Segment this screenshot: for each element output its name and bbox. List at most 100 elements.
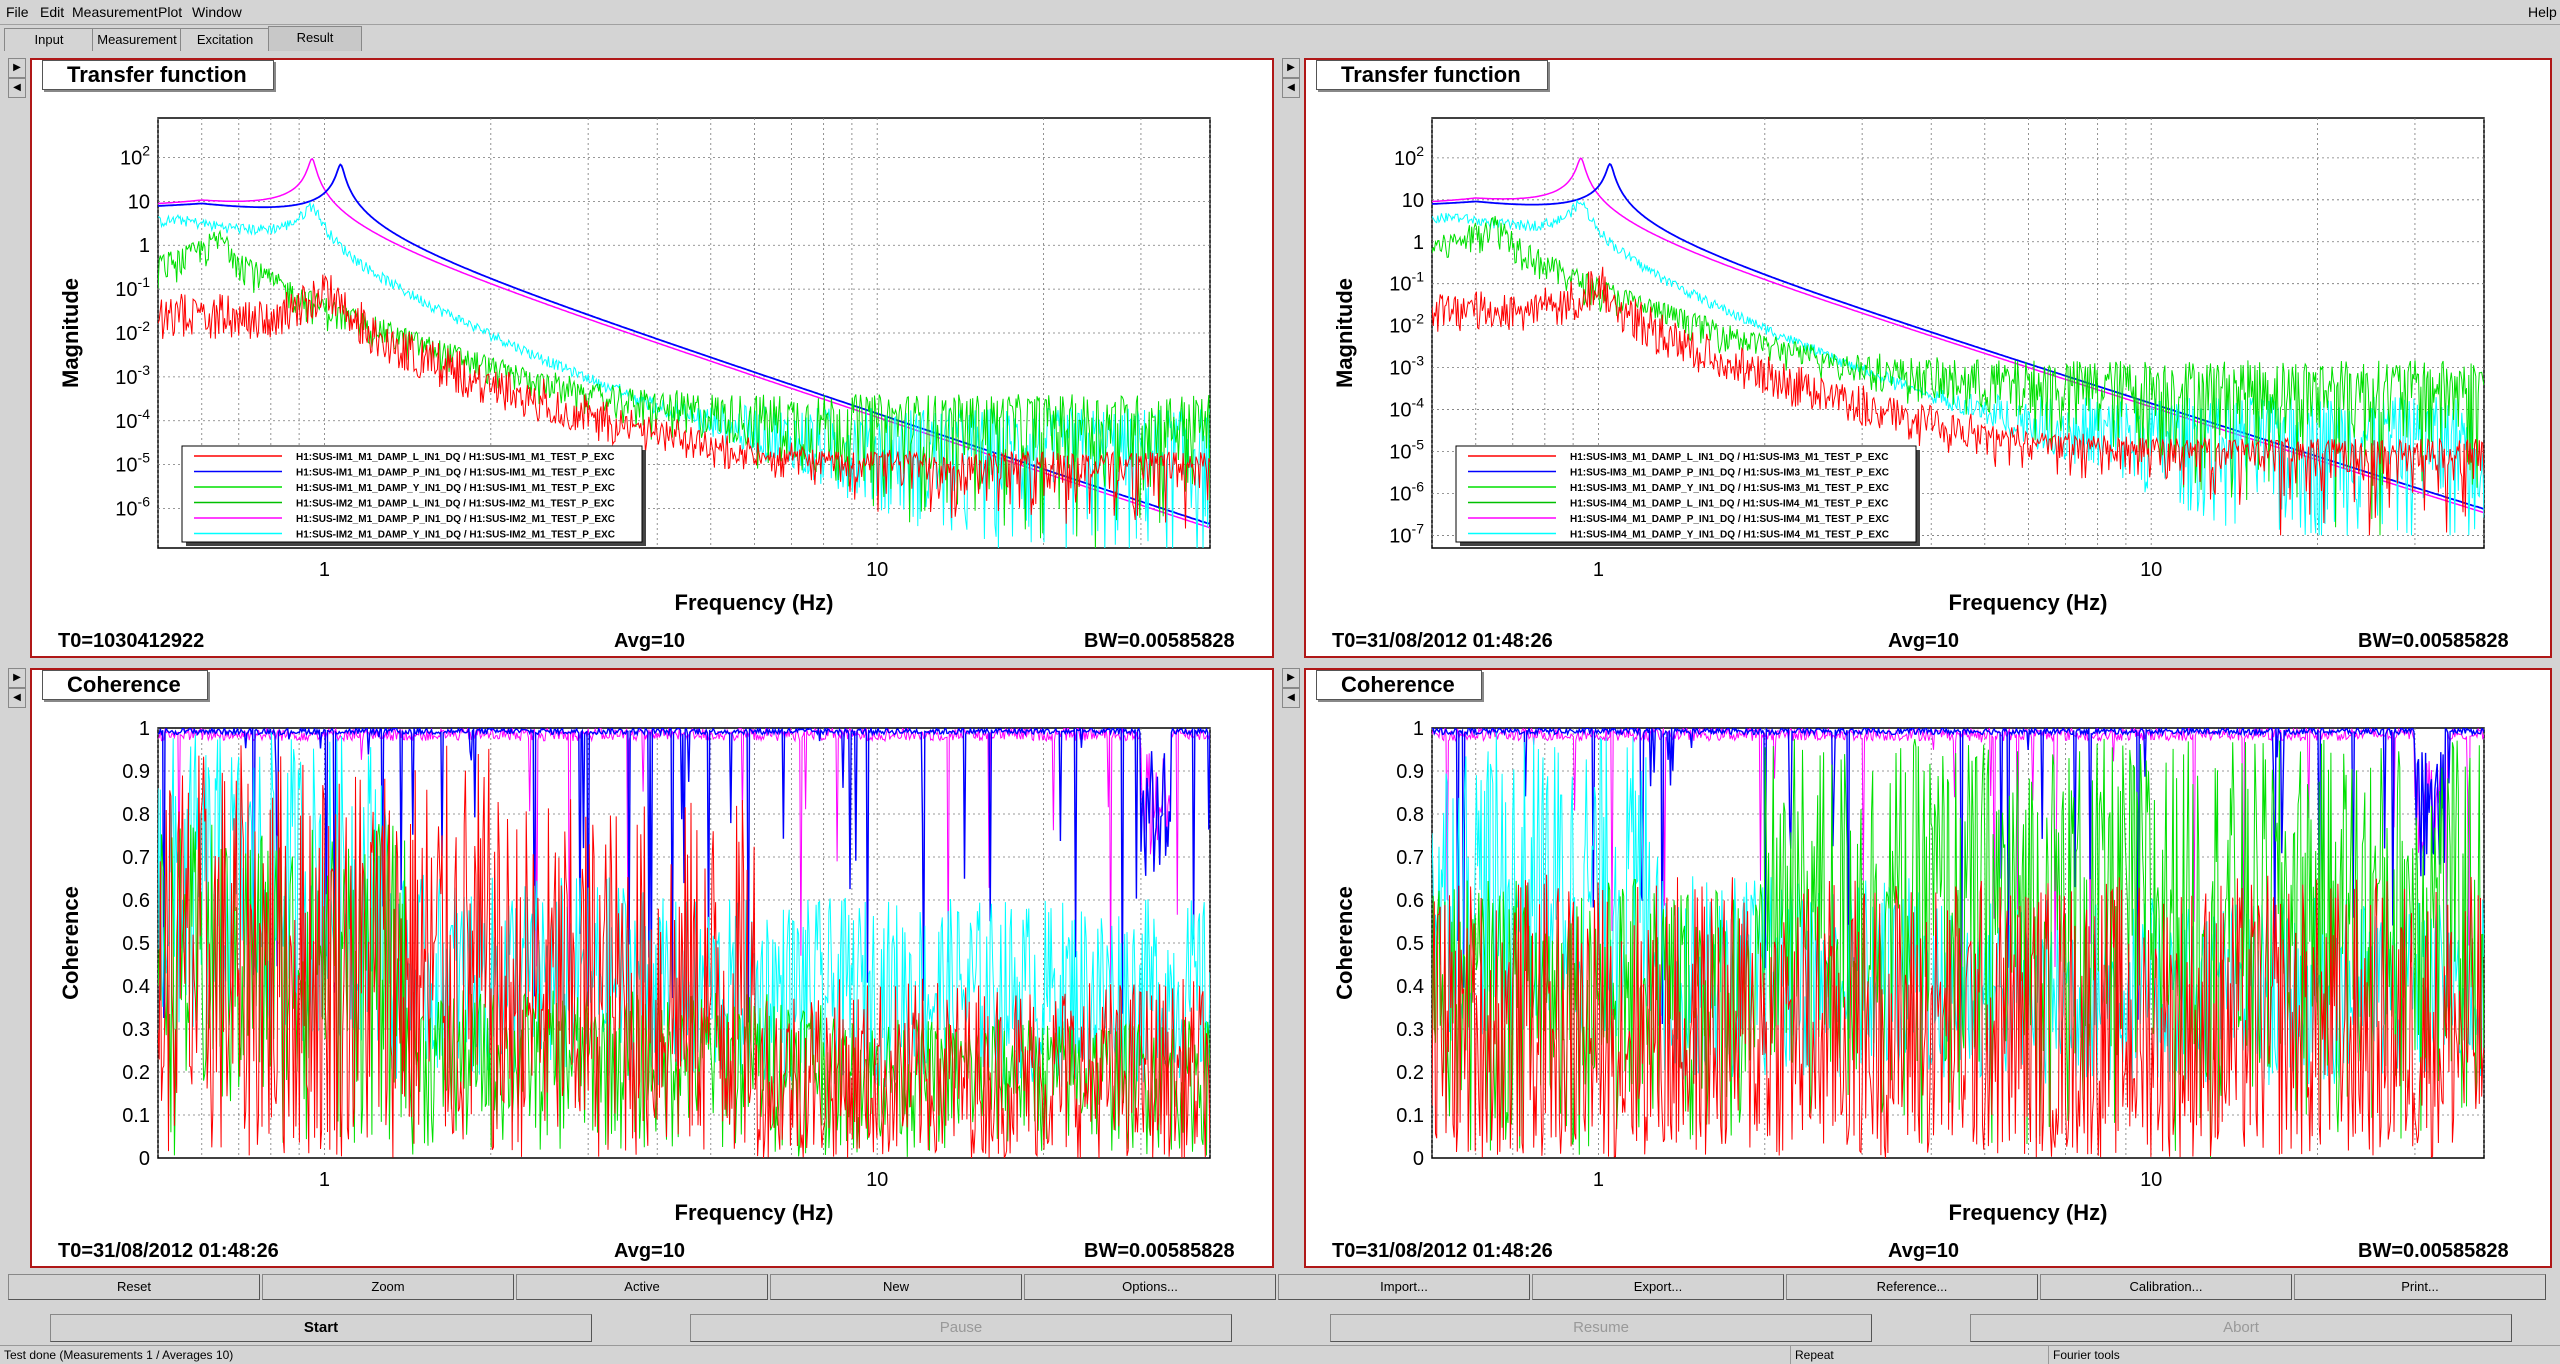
series-im2-y bbox=[1432, 198, 2484, 536]
pad-expand-icon[interactable]: ▶ bbox=[1282, 668, 1300, 688]
plot-pad-coh-right[interactable]: Coherence 0 0.1 0.2 0.3 0.4 0.5 0.6 0.7 0.8 0.9 1 1… bbox=[1304, 668, 2552, 1268]
legend-entry: H1:SUS-IM2_M1_DAMP_Y_IN1_DQ / H1:SUS-IM2… bbox=[296, 530, 615, 541]
x-axis-label: Frequency (Hz) bbox=[675, 590, 834, 615]
legend-entry: H1:SUS-IM1_M1_DAMP_Y_IN1_DQ / H1:SUS-IM1… bbox=[296, 483, 615, 494]
t0-label: T0=31/08/2012 01:48:26 bbox=[1332, 630, 1553, 652]
tab-measurement[interactable]: Measurement bbox=[92, 28, 182, 51]
series-coh-l1 bbox=[1432, 874, 2484, 1158]
curves bbox=[1432, 157, 2484, 536]
y-tick-label: 102 bbox=[120, 142, 150, 169]
pad-expand-icon[interactable]: ▶ bbox=[8, 668, 26, 688]
pad-collapse-icon[interactable]: ◀ bbox=[1282, 78, 1300, 98]
y-tick-label: 0.9 bbox=[1396, 761, 1424, 783]
menu-measurement[interactable]: Measurement bbox=[72, 4, 158, 20]
x-tick-label: 1 bbox=[319, 559, 330, 581]
legend-entry: H1:SUS-IM4_M1_DAMP_L_IN1_DQ / H1:SUS-IM4… bbox=[1570, 499, 1888, 510]
menu-edit[interactable]: Edit bbox=[40, 4, 65, 20]
legend-entry: H1:SUS-IM3_M1_DAMP_P_IN1_DQ / H1:SUS-IM3… bbox=[1570, 468, 1889, 479]
curves bbox=[158, 728, 1210, 1158]
resume-button[interactable]: Resume bbox=[1330, 1314, 1872, 1342]
menu-window[interactable]: Window bbox=[192, 4, 242, 20]
y-tick-label: 10-2 bbox=[1389, 311, 1424, 338]
calibration-button[interactable]: Calibration... bbox=[2040, 1274, 2292, 1300]
plot-pad-tf-right[interactable]: Transfer function 10-7 10-6 10-5 10-4 10-3 10… bbox=[1304, 58, 2552, 658]
y-tick-label: 10-4 bbox=[115, 406, 150, 433]
curves bbox=[158, 157, 1210, 548]
y-tick-label: 102 bbox=[1394, 143, 1424, 170]
y-tick-label: 0.4 bbox=[122, 976, 150, 998]
new-button[interactable]: New bbox=[770, 1274, 1022, 1300]
pad-collapse-icon[interactable]: ◀ bbox=[8, 78, 26, 98]
legend-entry: H1:SUS-IM3_M1_DAMP_L_IN1_DQ / H1:SUS-IM3… bbox=[1570, 452, 1888, 463]
y-tick-label: 10-5 bbox=[1389, 437, 1424, 464]
y-tick-label: 10-2 bbox=[115, 318, 150, 345]
menu-file[interactable]: File bbox=[6, 4, 29, 20]
y-tick-label: 10-1 bbox=[115, 274, 150, 301]
bw-label: BW=0.00585828 bbox=[1084, 630, 1235, 652]
y-tick-label: 10-3 bbox=[1389, 353, 1424, 380]
t0-label: T0=31/08/2012 01:48:26 bbox=[1332, 1240, 1553, 1262]
y-axis-label: Magnitude bbox=[58, 278, 83, 388]
y-tick-label: 1 bbox=[1413, 718, 1424, 740]
y-tick-label: 0.1 bbox=[1396, 1105, 1424, 1127]
y-axis-label: Coherence bbox=[1332, 886, 1357, 1000]
pad-expand-icon[interactable]: ▶ bbox=[8, 58, 26, 78]
x-tick-label: 1 bbox=[1593, 559, 1604, 581]
pad-expand-icon[interactable]: ▶ bbox=[1282, 58, 1300, 78]
x-tick-label: 10 bbox=[2140, 559, 2162, 581]
tab-input[interactable]: Input bbox=[4, 28, 94, 51]
avg-label: Avg=10 bbox=[1888, 630, 1959, 652]
avg-label: Avg=10 bbox=[1888, 1240, 1959, 1262]
menu-bar: File Edit Measurement Plot Window Help bbox=[0, 0, 2560, 25]
y-tick-label: 10-5 bbox=[115, 450, 150, 477]
transfer-function-plot[interactable]: 10-7 10-6 10-5 10-4 10-3 10-2 10-1 1 10 102 1 10 Fre… bbox=[1306, 60, 2550, 656]
series-coh-y1 bbox=[1432, 738, 2484, 1158]
y-tick-label: 0.5 bbox=[1396, 933, 1424, 955]
y-tick-label: 1 bbox=[139, 235, 150, 257]
abort-button[interactable]: Abort bbox=[1970, 1314, 2512, 1342]
pad-collapse-icon[interactable]: ◀ bbox=[1282, 688, 1300, 708]
coherence-plot[interactable]: 0 0.1 0.2 0.3 0.4 0.5 0.6 0.7 0.8 0.9 1 1 10 Frequenc… bbox=[32, 670, 1272, 1266]
legend-entry: H1:SUS-IM4_M1_DAMP_Y_IN1_DQ / H1:SUS-IM4… bbox=[1570, 530, 1889, 541]
print-button[interactable]: Print... bbox=[2294, 1274, 2546, 1300]
y-tick-label: 10-6 bbox=[1389, 478, 1424, 505]
reference-button[interactable]: Reference... bbox=[1786, 1274, 2038, 1300]
series-coh-l1 bbox=[158, 745, 1210, 1158]
y-tick-label: 0.7 bbox=[122, 847, 150, 869]
coherence-plot[interactable]: 0 0.1 0.2 0.3 0.4 0.5 0.6 0.7 0.8 0.9 1 1 10 Frequenc… bbox=[1306, 670, 2550, 1266]
y-tick-label: 0 bbox=[1413, 1148, 1424, 1170]
zoom-button[interactable]: Zoom bbox=[262, 1274, 514, 1300]
menu-plot[interactable]: Plot bbox=[158, 4, 183, 20]
y-tick-label: 0.8 bbox=[122, 804, 150, 826]
reset-button[interactable]: Reset bbox=[8, 1274, 260, 1300]
t0-label: T0=31/08/2012 01:48:26 bbox=[58, 1240, 279, 1262]
transfer-function-plot[interactable]: 10-6 10-5 10-4 10-3 10-2 10-1 1 10 102 1 10 Frequen… bbox=[32, 60, 1272, 656]
export-button[interactable]: Export... bbox=[1532, 1274, 1784, 1300]
import-button[interactable]: Import... bbox=[1278, 1274, 1530, 1300]
y-tick-label: 0.2 bbox=[1396, 1062, 1424, 1084]
tab-result[interactable]: Result bbox=[268, 26, 362, 51]
pad-collapse-icon[interactable]: ◀ bbox=[8, 688, 26, 708]
plot-title: Coherence bbox=[42, 670, 208, 700]
x-tick-label: 10 bbox=[2140, 1169, 2162, 1191]
plot-title: Transfer function bbox=[42, 60, 274, 90]
series-im1-l bbox=[158, 274, 1210, 529]
menu-help[interactable]: Help bbox=[2528, 4, 2557, 20]
active-button[interactable]: Active bbox=[516, 1274, 768, 1300]
y-tick-label: 0.7 bbox=[1396, 847, 1424, 869]
start-button[interactable]: Start bbox=[50, 1314, 592, 1342]
status-tools: Fourier tools bbox=[2048, 1346, 2560, 1364]
plot-pad-tf-left[interactable]: Transfer function 10-6 10-5 10-4 10-3 10-2 10… bbox=[30, 58, 1274, 658]
pause-button[interactable]: Pause bbox=[690, 1314, 1232, 1342]
legend: H1:SUS-IM3_M1_DAMP_L_IN1_DQ / H1:SUS-IM3… bbox=[1455, 445, 1920, 546]
x-tick-label: 1 bbox=[319, 1169, 330, 1191]
y-tick-label: 0.5 bbox=[122, 933, 150, 955]
plot-pad-coh-left[interactable]: Coherence 0 0.1 0.2 0.3 0.4 0.5 0.6 0.7 0.8 0.9 1 1… bbox=[30, 668, 1274, 1268]
tab-excitation[interactable]: Excitation bbox=[180, 28, 270, 51]
t0-label: T0=1030412922 bbox=[58, 630, 205, 652]
avg-label: Avg=10 bbox=[614, 1240, 685, 1262]
y-tick-label: 10 bbox=[1402, 190, 1424, 212]
options-button[interactable]: Options... bbox=[1024, 1274, 1276, 1300]
y-tick-label: 0.9 bbox=[122, 761, 150, 783]
x-tick-label: 10 bbox=[866, 1169, 888, 1191]
